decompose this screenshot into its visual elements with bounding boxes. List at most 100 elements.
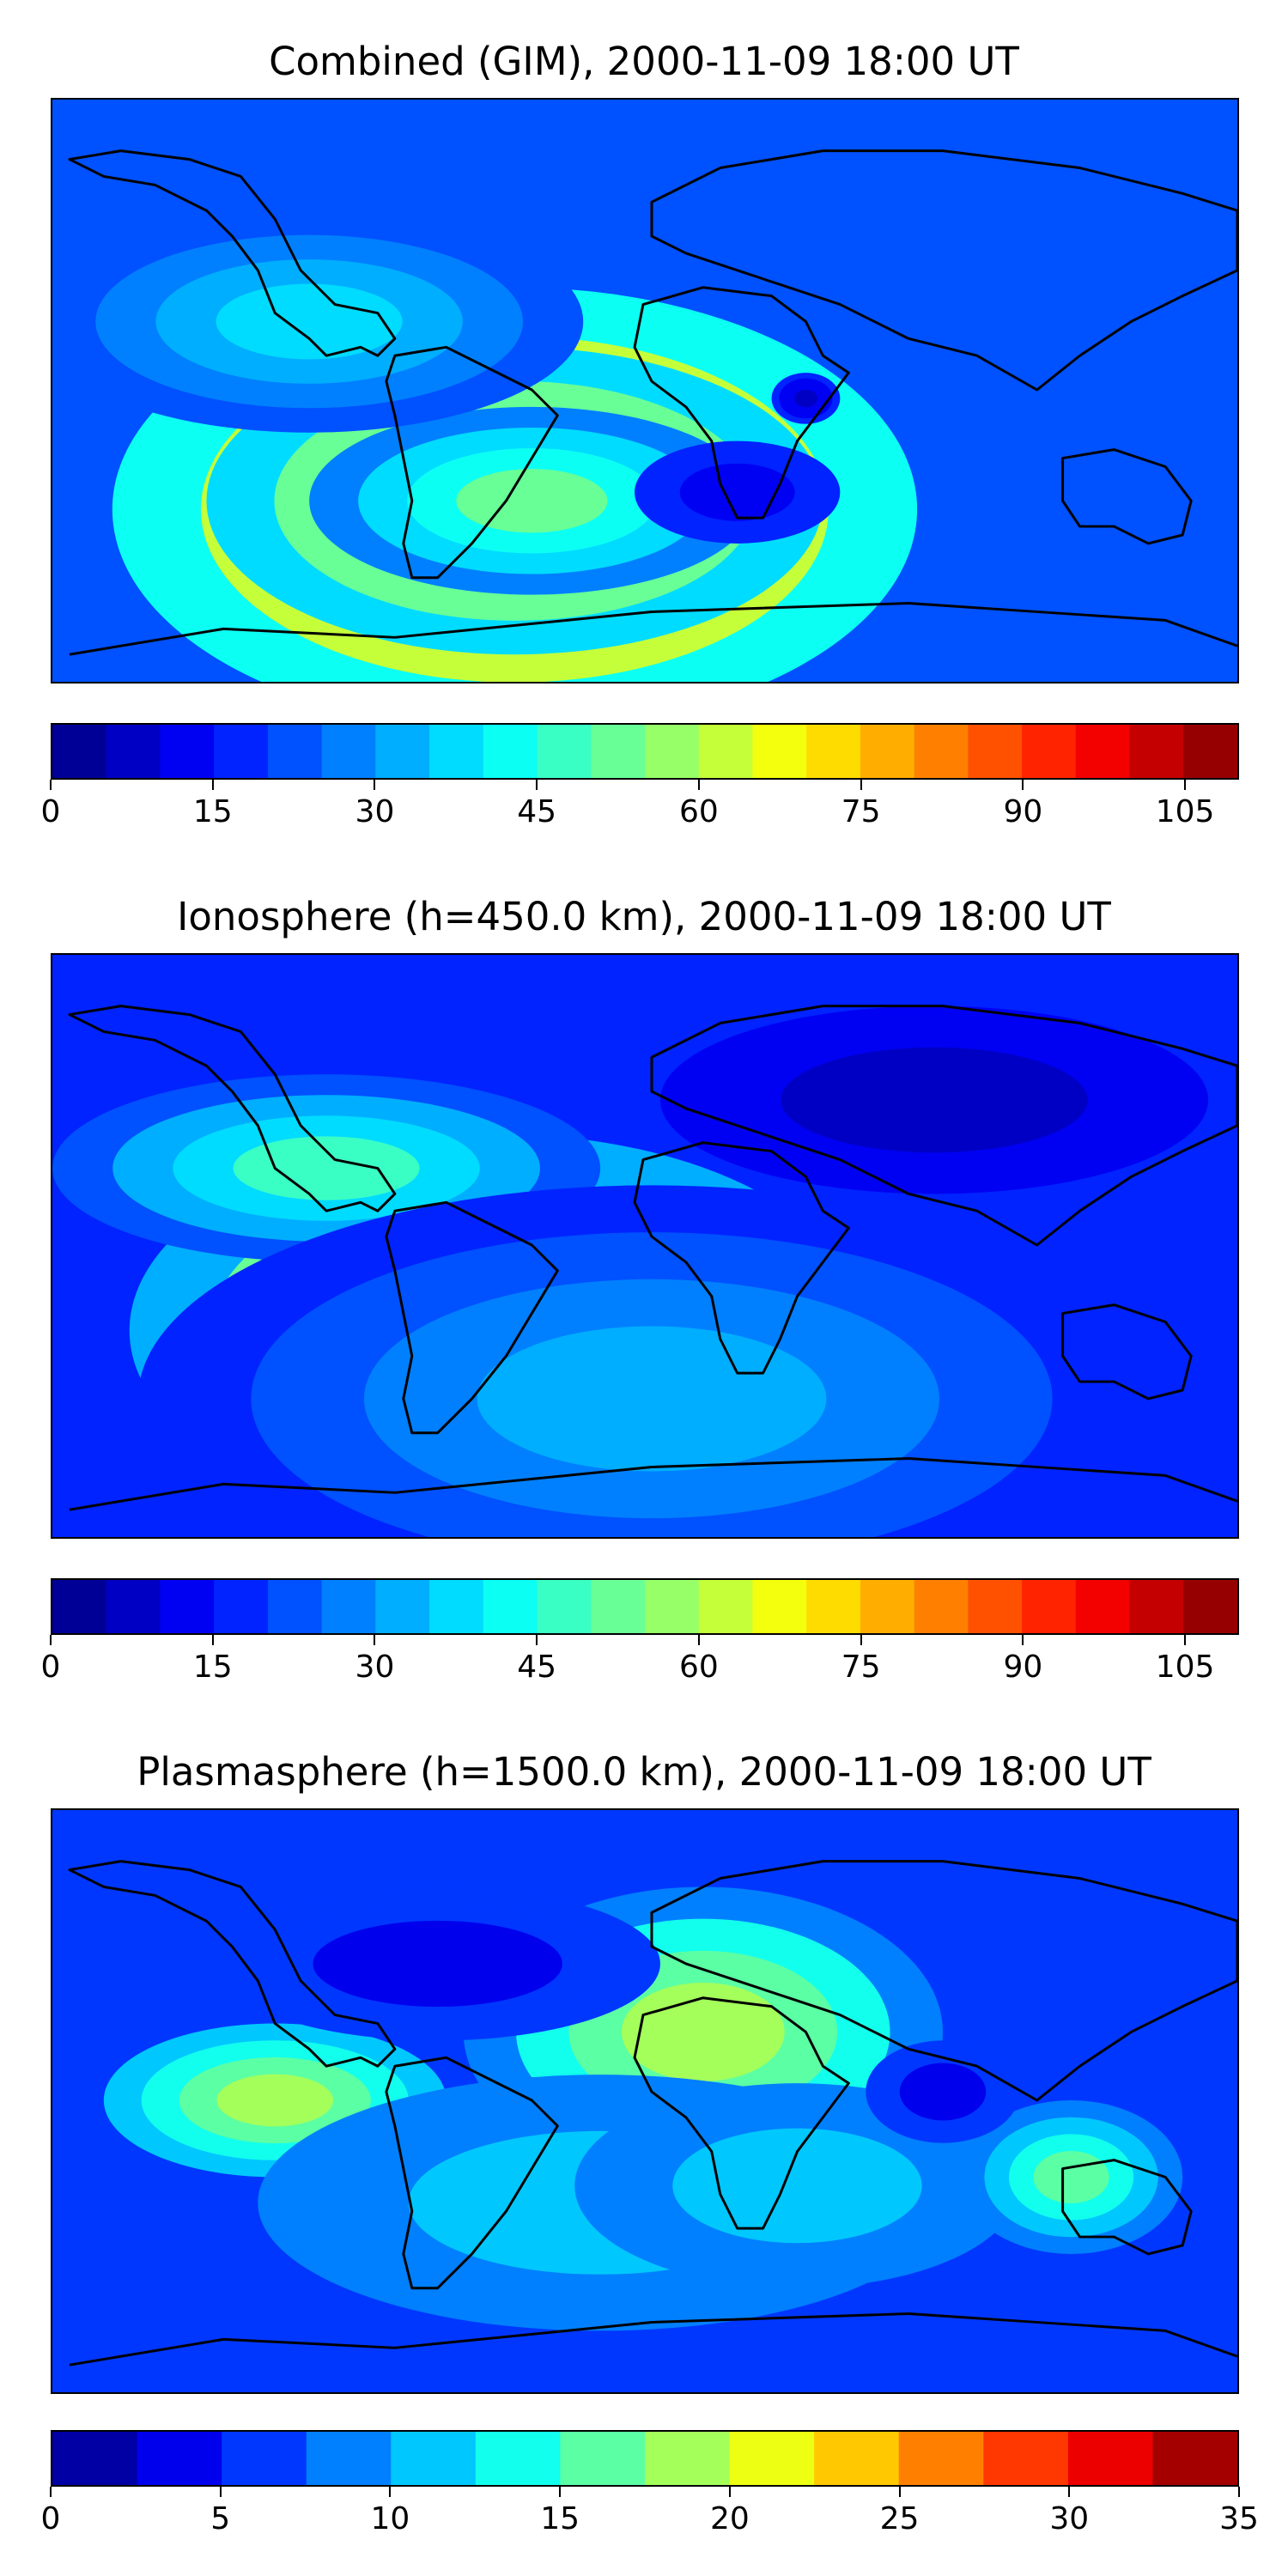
colorbar-tick (1184, 1635, 1187, 1645)
colorbar-tick-label: 15 (192, 1649, 233, 1685)
colorbar-plasmasphere (51, 2430, 1239, 2487)
field-contour (477, 1326, 827, 1472)
colorbar-swatch (1022, 725, 1077, 778)
field-contour (621, 1983, 785, 2081)
colorbar-tick (389, 2487, 392, 2497)
colorbar-tick (1184, 780, 1187, 790)
field-contour (216, 283, 403, 360)
colorbar-tick-label: 105 (1155, 1649, 1215, 1685)
colorbar-tick (860, 1635, 862, 1645)
field-contour (702, 475, 773, 510)
colorbar-tick-label: 10 (370, 2501, 410, 2537)
colorbar-swatch (1075, 1580, 1131, 1633)
colorbar-tick (1022, 1635, 1024, 1645)
colorbar-swatch (267, 725, 323, 778)
colorbar-tick (374, 1635, 376, 1645)
map-combined (51, 98, 1239, 683)
coastline (650, 1860, 1237, 2102)
colorbar-tick (50, 780, 52, 790)
colorbar-swatch (214, 1580, 269, 1633)
colorbar-tick-label: 15 (540, 2501, 580, 2537)
field-contour (1033, 2151, 1109, 2203)
colorbar-tick (860, 780, 862, 790)
colorbar-swatch (914, 1580, 969, 1633)
colorbar-tick-label: 35 (1219, 2501, 1259, 2537)
field-contour (841, 1067, 1028, 1133)
colorbar-tick (536, 1635, 538, 1645)
colorbar-tick-label: 60 (679, 1649, 719, 1685)
colorbar-swatch (914, 725, 969, 778)
colorbar-tick-label: 30 (1049, 2501, 1090, 2537)
panel-title-ionosphere: Ionosphere (h=450.0 km), 2000-11-09 18:0… (177, 894, 1111, 939)
coastline (69, 602, 1237, 656)
colorbar-tick-label: 0 (40, 1649, 61, 1685)
colorbar-swatch (806, 1580, 861, 1633)
colorbar-tick (211, 1635, 214, 1645)
colorbar-tick-label: 30 (355, 794, 395, 829)
colorbar-swatch (267, 1580, 323, 1633)
coastline (650, 149, 1237, 392)
colorbar-tick-label: 25 (879, 2501, 920, 2537)
colorbar-tick-label: 45 (517, 794, 557, 829)
colorbar-swatch (375, 725, 430, 778)
colorbar-swatch (106, 725, 161, 778)
coastline (1061, 1303, 1193, 1400)
colorbar-swatch (806, 725, 861, 778)
colorbar-swatch (560, 2432, 646, 2485)
colorbar-tick-label: 5 (210, 2501, 231, 2537)
colorbar-swatch (698, 1580, 753, 1633)
colorbar-tick-label: 0 (40, 2501, 61, 2537)
colorbar-swatch (1152, 2432, 1237, 2485)
coastline (68, 1860, 397, 2068)
field-contour (793, 389, 818, 408)
colorbar-swatch (106, 1580, 161, 1633)
colorbar-tick (211, 780, 214, 790)
coastline (69, 2312, 1237, 2366)
coastline (69, 1457, 1237, 1511)
colorbar-swatch (306, 2432, 392, 2485)
colorbar-swatch (1183, 725, 1237, 778)
colorbar-tick (1238, 2487, 1240, 2497)
colorbar-tick (50, 1635, 52, 1645)
colorbar-tick-label: 20 (709, 2501, 750, 2537)
colorbar-swatch (645, 725, 700, 778)
colorbar-tick-label: 60 (679, 794, 719, 829)
colorbar-tick (697, 1635, 700, 1645)
coastline (68, 149, 397, 357)
panel-title-combined: Combined (GIM), 2000-11-09 18:00 UT (269, 39, 1019, 84)
colorbar-swatch (391, 2432, 477, 2485)
colorbar-swatch (860, 1580, 915, 1633)
coastline (385, 345, 559, 580)
field-contour (456, 469, 608, 533)
colorbar-tick-label: 75 (841, 1649, 881, 1685)
colorbar-swatch (814, 2432, 900, 2485)
colorbar-swatch (483, 1580, 538, 1633)
colorbar-tick-label: 30 (355, 1649, 395, 1685)
colorbar-tick (374, 780, 376, 790)
colorbar-tick (219, 2487, 222, 2497)
colorbar-swatch (537, 725, 592, 778)
colorbar-swatch (1129, 1580, 1184, 1633)
colorbar-tick (50, 2487, 52, 2497)
colorbar-ticks-combined: 0 15 30 45 60 75 90 105 (41, 780, 1239, 831)
coastline (633, 286, 850, 519)
colorbar-tick (728, 2487, 731, 2497)
colorbar-swatch (375, 1580, 430, 1633)
colorbar-swatch (1067, 2432, 1153, 2485)
colorbar-tick-label: 15 (192, 794, 233, 829)
coastline (385, 2056, 559, 2290)
field-contour (216, 2074, 334, 2127)
colorbar-swatch (214, 725, 269, 778)
map-plasmasphere (51, 1808, 1239, 2394)
field-contour (361, 1937, 513, 1990)
colorbar-tick (559, 2487, 562, 2497)
colorbar-swatch (983, 2432, 1069, 2485)
colorbar-tick-label: 45 (517, 1649, 557, 1685)
field-contour (721, 2150, 873, 2221)
colorbar-swatch (968, 1580, 1023, 1633)
colorbar-swatch (160, 1580, 215, 1633)
coastline (1061, 2159, 1193, 2256)
colorbar-tick-label: 0 (40, 794, 61, 829)
colorbar-combined (51, 723, 1239, 780)
colorbar-tick-label: 90 (1003, 794, 1043, 829)
